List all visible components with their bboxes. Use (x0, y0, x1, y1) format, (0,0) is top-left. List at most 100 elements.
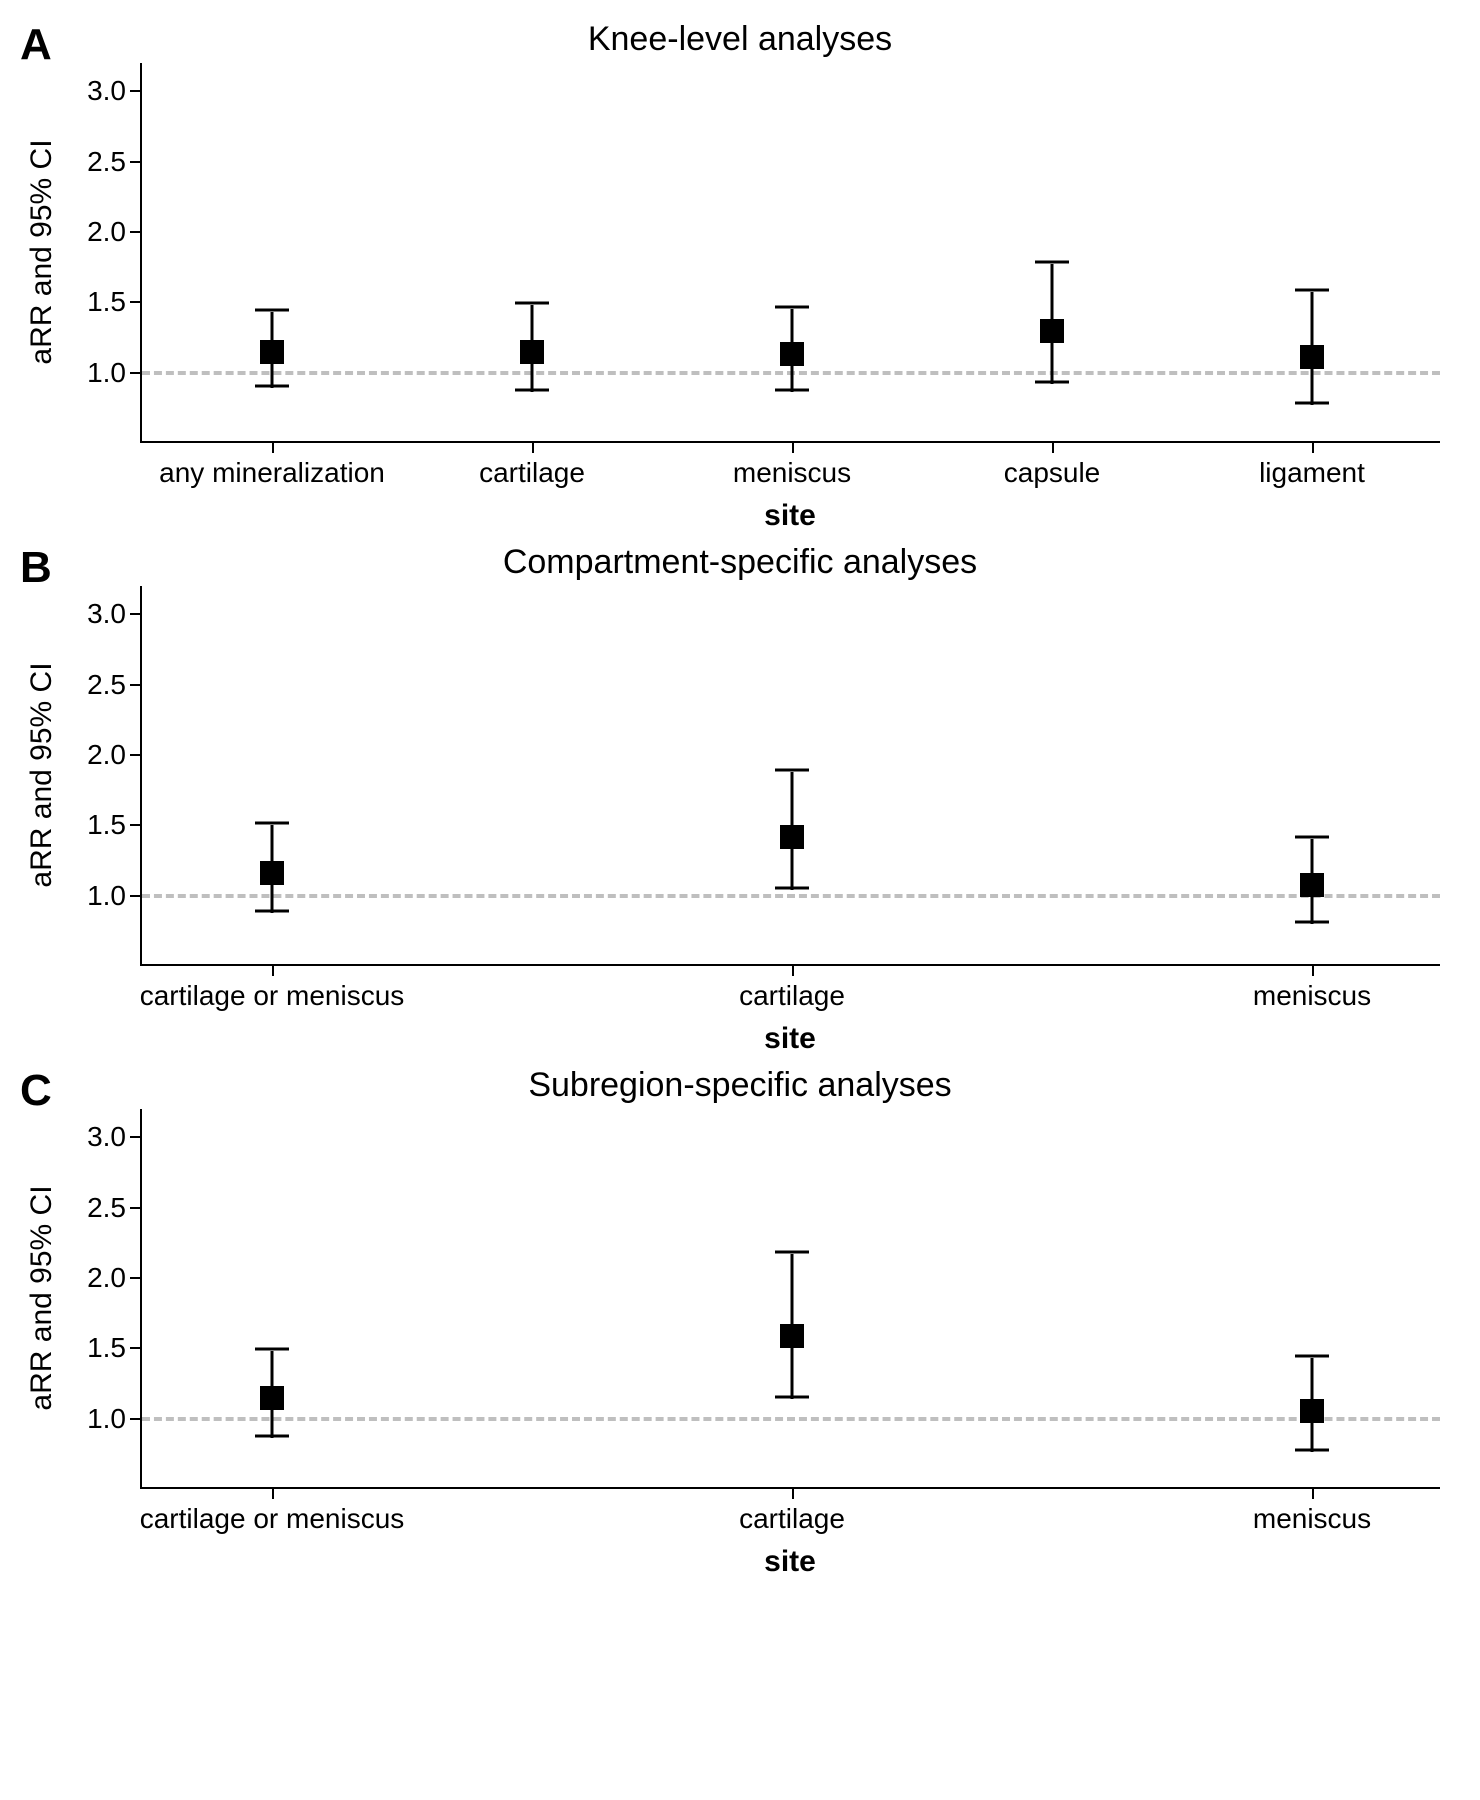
y-tick (130, 1136, 142, 1138)
error-cap-top (255, 822, 289, 825)
x-tick (792, 1487, 794, 1499)
data-point (260, 340, 284, 364)
y-tick (130, 372, 142, 374)
y-tick-label: 2.0 (87, 216, 126, 248)
y-tick-label: 2.5 (87, 669, 126, 701)
y-tick-label: 3.0 (87, 75, 126, 107)
error-cap-top (255, 1348, 289, 1351)
panel-title: Subregion-specific analyses (20, 1066, 1460, 1105)
reference-line (142, 894, 1440, 898)
error-cap-top (1295, 1355, 1329, 1358)
error-cap-bottom (775, 887, 809, 890)
x-tick-label: ligament (1259, 457, 1365, 489)
error-cap-bottom (255, 909, 289, 912)
figure: AKnee-level analysesaRR and 95% CI1.01.5… (20, 20, 1460, 1579)
y-tick (130, 301, 142, 303)
x-tick-label: cartilage or meniscus (140, 980, 405, 1012)
error-cap-bottom (1295, 1449, 1329, 1452)
y-tick-label: 1.0 (87, 1403, 126, 1435)
error-cap-bottom (515, 389, 549, 392)
error-cap-top (775, 1250, 809, 1253)
error-cap-top (775, 768, 809, 771)
plot-wrap: aRR and 95% CI1.01.52.02.53.0any mineral… (140, 63, 1440, 533)
x-tick-label: capsule (1004, 457, 1101, 489)
data-point (780, 342, 804, 366)
x-tick-label: cartilage or meniscus (140, 1503, 405, 1535)
data-point (1300, 873, 1324, 897)
error-cap-bottom (255, 1435, 289, 1438)
y-tick (130, 1347, 142, 1349)
y-tick (130, 1277, 142, 1279)
panel-label: B (20, 543, 52, 593)
error-cap-top (1295, 836, 1329, 839)
y-tick (130, 684, 142, 686)
error-cap-bottom (1035, 380, 1069, 383)
x-tick (1312, 964, 1314, 976)
y-axis-label: aRR and 95% CI (25, 662, 59, 887)
error-cap-top (1295, 289, 1329, 292)
x-tick (792, 441, 794, 453)
y-axis-label: aRR and 95% CI (25, 1185, 59, 1410)
panel-c: CSubregion-specific analyses aRR and 95% … (20, 1066, 1460, 1579)
error-cap-bottom (255, 385, 289, 388)
x-tick (792, 964, 794, 976)
data-point (520, 340, 544, 364)
y-tick (130, 1418, 142, 1420)
x-tick-label: meniscus (1253, 980, 1371, 1012)
y-tick (130, 90, 142, 92)
y-tick-label: 1.5 (87, 286, 126, 318)
y-tick-label: 3.0 (87, 598, 126, 630)
error-cap-top (515, 302, 549, 305)
x-tick (272, 441, 274, 453)
x-tick-label: meniscus (733, 457, 851, 489)
x-tick (1312, 441, 1314, 453)
error-cap-bottom (1295, 402, 1329, 405)
x-tick-label: cartilage (739, 1503, 845, 1535)
y-tick (130, 754, 142, 756)
y-tick-label: 1.0 (87, 880, 126, 912)
y-tick (130, 613, 142, 615)
y-tick-label: 2.0 (87, 739, 126, 771)
plot-area: aRR and 95% CI1.01.52.02.53.0any mineral… (140, 63, 1440, 443)
x-tick (1052, 441, 1054, 453)
y-tick-label: 1.0 (87, 357, 126, 389)
data-point (260, 861, 284, 885)
y-tick-label: 3.0 (87, 1121, 126, 1153)
data-point (1300, 1399, 1324, 1423)
panel-label: A (20, 20, 52, 70)
panel-b: BCompartment-specific analyses aRR and 95… (20, 543, 1460, 1056)
x-tick (1312, 1487, 1314, 1499)
data-point (260, 1386, 284, 1410)
y-tick (130, 895, 142, 897)
y-axis-label: aRR and 95% CI (25, 139, 59, 364)
x-axis-label: site (140, 499, 1440, 533)
y-tick (130, 161, 142, 163)
data-point (780, 825, 804, 849)
plot-area: aRR and 95% CI1.01.52.02.53.0cartilage o… (140, 586, 1440, 966)
y-tick (130, 231, 142, 233)
x-tick-label: meniscus (1253, 1503, 1371, 1535)
data-point (1300, 345, 1324, 369)
y-tick-label: 2.5 (87, 1192, 126, 1224)
y-tick (130, 824, 142, 826)
plot-wrap: aRR and 95% CI1.01.52.02.53.0cartilage o… (140, 1109, 1440, 1579)
x-axis-label: site (140, 1545, 1440, 1579)
x-tick-label: cartilage (479, 457, 585, 489)
x-tick-label: any mineralization (159, 457, 385, 489)
x-tick (272, 964, 274, 976)
panel-title: Compartment-specific analyses (20, 543, 1460, 582)
y-tick-label: 1.5 (87, 809, 126, 841)
plot-wrap: aRR and 95% CI1.01.52.02.53.0cartilage o… (140, 586, 1440, 1056)
x-tick-label: cartilage (739, 980, 845, 1012)
panel-title: Knee-level analyses (20, 20, 1460, 59)
y-tick-label: 1.5 (87, 1332, 126, 1364)
y-tick (130, 1207, 142, 1209)
data-point (780, 1324, 804, 1348)
error-cap-bottom (775, 389, 809, 392)
x-tick (532, 441, 534, 453)
error-cap-top (775, 306, 809, 309)
x-axis-label: site (140, 1022, 1440, 1056)
panel-label: C (20, 1066, 52, 1116)
error-cap-top (1035, 261, 1069, 264)
error-cap-bottom (775, 1395, 809, 1398)
